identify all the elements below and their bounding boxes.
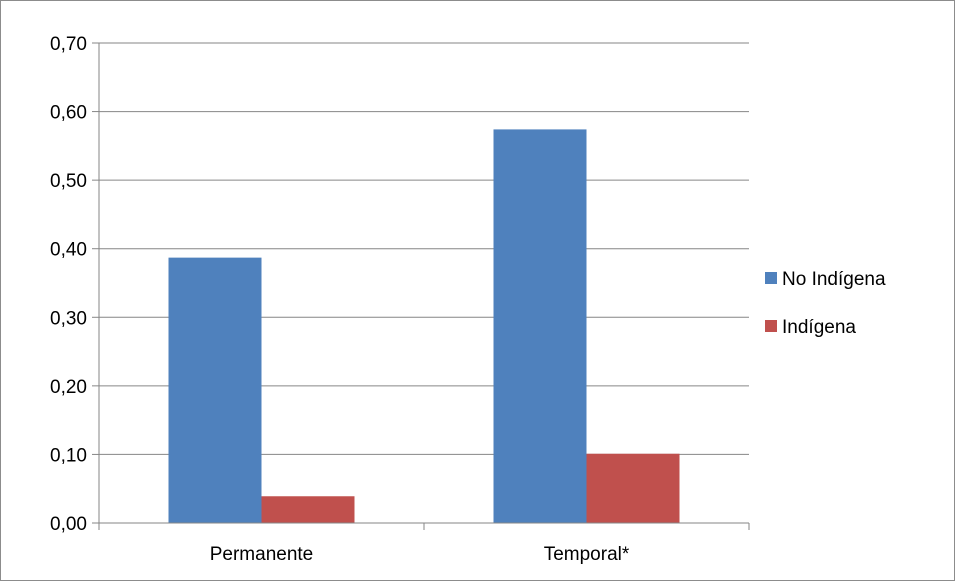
bar: [168, 257, 262, 523]
axes: 0,00 0,10 0,20 0,30 0,40 0,50 0,60 0,70 Permanen…: [50, 34, 750, 565]
y-tick-label: 0,20: [50, 377, 87, 398]
y-tick-label: 0,70: [50, 34, 87, 55]
legend-swatch: [765, 272, 777, 284]
bar: [586, 453, 680, 523]
y-tick-label: 0,50: [50, 171, 87, 192]
bar: [261, 496, 355, 523]
y-tick-label: 0,00: [50, 514, 87, 535]
y-tick-label: 0,30: [50, 308, 87, 329]
legend: No Indígena Indígena: [765, 269, 886, 338]
bar: [493, 129, 587, 523]
y-tick-label: 0,10: [50, 445, 87, 466]
x-category-label: Temporal*: [544, 544, 630, 565]
bars: [168, 129, 680, 523]
y-tick-label: 0,40: [50, 240, 87, 261]
y-tick-label: 0,60: [50, 103, 87, 124]
legend-label: No Indígena: [782, 269, 886, 290]
legend-swatch: [765, 320, 777, 332]
x-category-label: Permanente: [210, 544, 314, 565]
legend-label: Indígena: [782, 317, 856, 338]
